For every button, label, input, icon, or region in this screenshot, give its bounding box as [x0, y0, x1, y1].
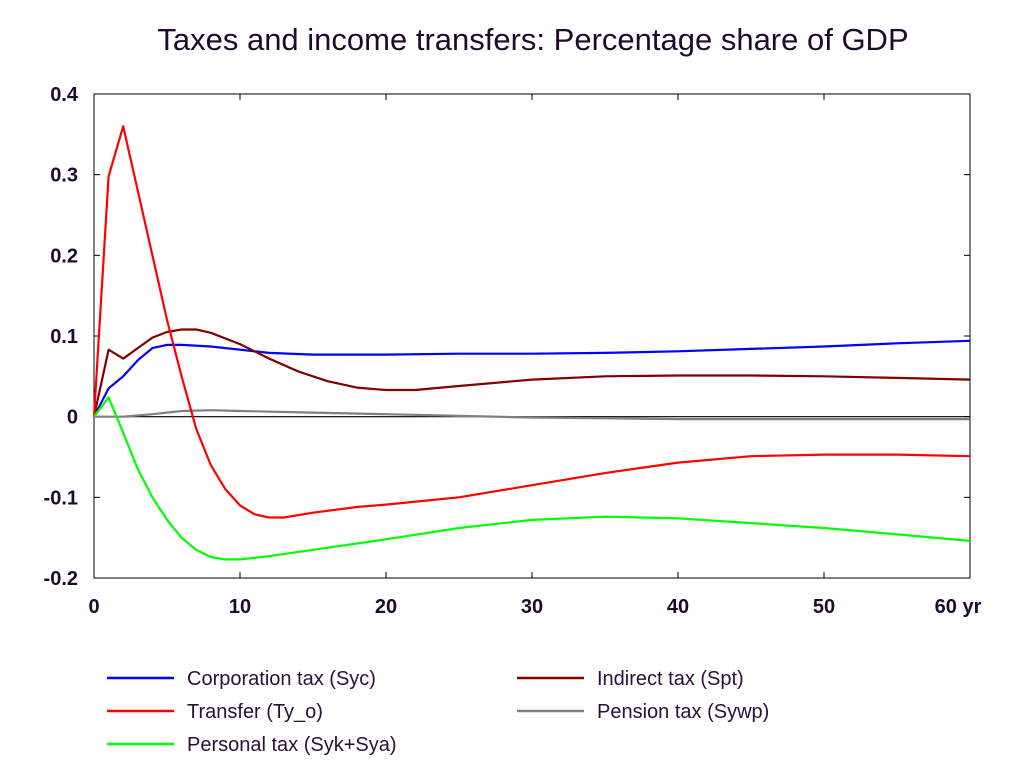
x-tick-label: 20: [375, 596, 397, 618]
y-tick-label: 0.1: [50, 326, 78, 348]
series-line-indirect-tax-spt: [92, 328, 971, 417]
series-line-transfer-ty-o: [92, 125, 971, 519]
x-tick-label: 50: [813, 596, 835, 618]
y-tick-label: 0.3: [50, 165, 78, 187]
ticks-group: 0.4 0.3 0.2 0.1 0 -0.1 -0.2 0 10 20 30 40 50 60 yr: [44, 84, 982, 618]
legend-label-transfer-ty-o: Transfer (Ty_o): [187, 701, 323, 723]
plot-frame: [93, 93, 971, 579]
series-line-personal-tax-syk-sya: [93, 396, 971, 561]
y-tick-label: -0.1: [44, 487, 78, 509]
x-tick-label: 0: [88, 596, 99, 618]
x-tick-label: 30: [521, 596, 543, 618]
plot-border: [93, 93, 971, 579]
y-tick-label: -0.2: [44, 568, 78, 590]
x-tick-label: 10: [229, 596, 251, 618]
legend: Corporation tax (Syc) Transfer (Ty_o) Pers…: [107, 668, 769, 756]
legend-label-personal-tax-syk-sya: Personal tax (Syk+Sya): [187, 734, 397, 756]
series-group: [92, 125, 971, 561]
y-tick-label: 0.2: [50, 245, 78, 267]
legend-label-pension-tax-sywp: Pension tax (Sywp): [597, 701, 769, 723]
chart-title: Taxes and income transfers: Percentage s…: [157, 22, 908, 57]
series-line-pension-tax-sywp: [94, 409, 970, 421]
series-line-corporation-tax-syc: [93, 339, 971, 418]
x-tick-label: 40: [667, 596, 689, 618]
legend-label-corporation-tax-syc: Corporation tax (Syc): [187, 668, 376, 690]
legend-label-indirect-tax-spt: Indirect tax (Spt): [597, 668, 744, 690]
x-tick-label: 60 yr: [935, 596, 982, 618]
y-tick-label: 0.4: [50, 84, 79, 106]
y-tick-label: 0: [67, 407, 78, 429]
